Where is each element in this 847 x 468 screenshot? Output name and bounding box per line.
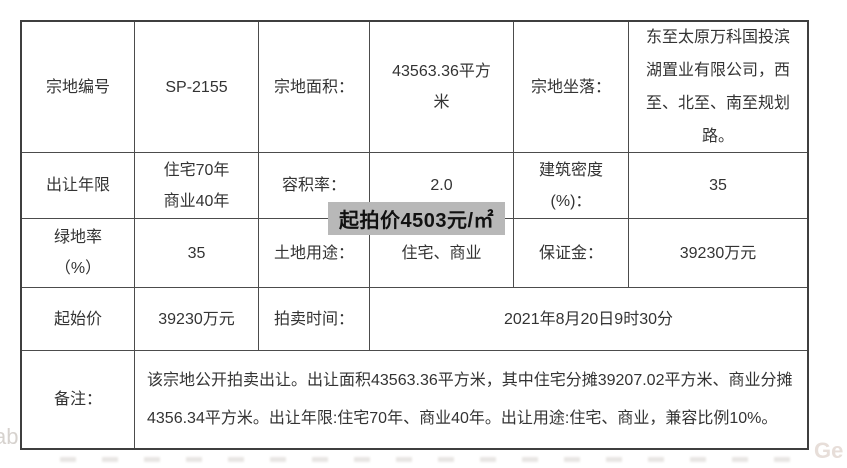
starting-price-label: 起始价 — [22, 288, 135, 351]
parcel-location-label: 宗地坐落： — [514, 22, 629, 153]
parcel-number-value: SP-2155 — [135, 22, 259, 153]
deposit-label: 保证金： — [514, 219, 629, 288]
watermark-fragment-right: Ge — [814, 438, 844, 463]
parcel-area-value: 43563.36平方 米 — [370, 22, 514, 153]
building-density-label: 建筑密度 (%)： — [514, 153, 629, 219]
watermark-smudge-line — [60, 457, 800, 462]
starting-price-value: 39230万元 — [135, 288, 259, 351]
remarks-text: 该宗地公开拍卖出让。出让面积43563.36平方米，其中住宅分摊39207.02… — [147, 371, 793, 427]
auction-time-label: 拍卖时间： — [259, 288, 370, 351]
land-use-value: 住宅、商业 — [370, 219, 514, 288]
plot-ratio-label: 容积率： — [259, 153, 370, 219]
starting-bid-price-overlay: 起拍价4503元/㎡ — [328, 202, 505, 235]
land-parcel-table: 宗地编号 SP-2155 宗地面积： 43563.36平方 米 宗地坐落： 东至… — [20, 20, 809, 450]
building-density-value: 35 — [629, 153, 807, 219]
watermark-fragment-left: ab — [0, 424, 19, 449]
remarks-label: 备注： — [22, 351, 135, 448]
parcel-area-label: 宗地面积： — [259, 22, 370, 153]
transfer-term-value: 住宅70年 商业40年 — [135, 153, 259, 219]
green-rate-value: 35 — [135, 219, 259, 288]
deposit-value: 39230万元 — [629, 219, 807, 288]
land-use-label: 土地用途： — [259, 219, 370, 288]
parcel-number-label: 宗地编号 — [22, 22, 135, 153]
transfer-term-label: 出让年限 — [22, 153, 135, 219]
parcel-location-value: 东至太原万科国投滨湖置业有限公司，西至、北至、南至规划路。 — [629, 22, 807, 153]
auction-time-value: 2021年8月20日9时30分 — [370, 288, 807, 351]
green-rate-label: 绿地率 （%） — [22, 219, 135, 288]
